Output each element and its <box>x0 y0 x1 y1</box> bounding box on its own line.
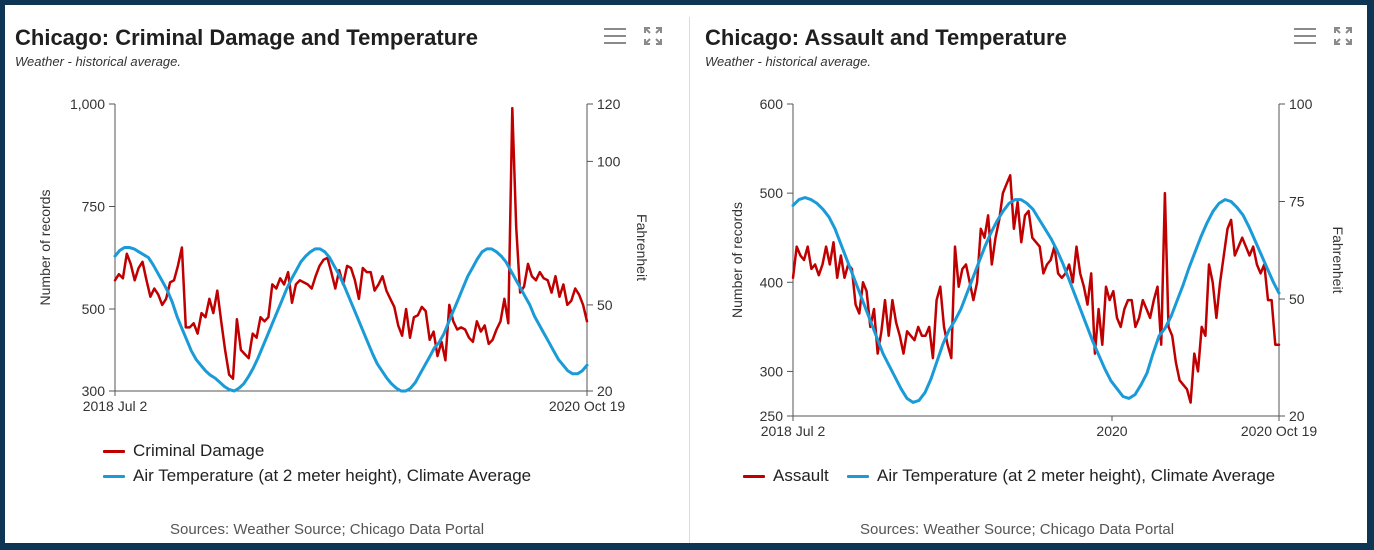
y-axis-title: Number of records <box>729 202 745 318</box>
legend-item-assault[interactable]: Assault <box>743 466 829 486</box>
legend-swatch-blue <box>847 475 869 479</box>
hamburger-menu-icon[interactable] <box>1294 27 1316 45</box>
x-tick-label: 2018 Jul 2 <box>761 423 826 439</box>
x-tick-label: 2020 <box>1096 423 1127 439</box>
criminal-damage-chart: 1,000 750 500 300 120 100 50 20 2018 Jul 2 2020 O… <box>37 96 650 414</box>
chart-subtitle: Weather - historical average. <box>15 54 181 69</box>
legend-label: Assault <box>773 466 829 485</box>
y-tick-label: 300 <box>82 383 106 399</box>
expand-arrows-icon <box>1334 27 1352 45</box>
y2-tick-label: 20 <box>597 383 613 399</box>
chart-title: Chicago: Assault and Temperature <box>705 25 1067 50</box>
y-tick-label: 1,000 <box>70 96 105 112</box>
y2-tick-label: 20 <box>1289 408 1305 424</box>
hamburger-menu-icon[interactable] <box>604 27 626 45</box>
expand-arrows-icon <box>644 27 662 45</box>
y2-tick-label: 100 <box>1289 96 1313 112</box>
y2-tick-label: 50 <box>597 297 613 313</box>
y-axis-title: Number of records <box>37 190 53 306</box>
y-tick-label: 600 <box>760 96 784 112</box>
fullscreen-expand-icon[interactable] <box>642 25 664 47</box>
legend-item-criminal-damage[interactable]: Criminal Damage <box>103 441 264 461</box>
x-tick-label: 2020 Oct 19 <box>1241 423 1317 439</box>
temperature-series-line <box>113 246 589 393</box>
legend-label: Air Temperature (at 2 meter height), Cli… <box>133 466 532 485</box>
legend-item-air-temperature[interactable]: Air Temperature (at 2 meter height), Cli… <box>847 466 1275 486</box>
y-tick-label: 250 <box>760 408 784 424</box>
crime-series-line <box>791 174 1281 404</box>
legend-label: Air Temperature (at 2 meter height), Cli… <box>877 466 1276 485</box>
panel-divider <box>689 17 690 543</box>
legend-swatch-blue <box>103 475 125 479</box>
legend-item-air-temperature[interactable]: Air Temperature (at 2 meter height), Cli… <box>103 466 531 486</box>
y2-tick-label: 50 <box>1289 291 1305 307</box>
y2-tick-label: 120 <box>597 96 621 112</box>
sources-credit: Sources: Weather Source; Chicago Data Po… <box>860 521 1175 538</box>
y-tick-label: 500 <box>82 301 106 317</box>
x-tick-label: 2020 Oct 19 <box>549 398 625 414</box>
fullscreen-expand-icon[interactable] <box>1332 25 1354 47</box>
sources-credit: Sources: Weather Source; Chicago Data Po… <box>170 521 485 538</box>
y2-axis-title: Fahrenheit <box>634 214 650 281</box>
legend-swatch-red <box>103 450 125 454</box>
assault-chart: 600 500 400 300 250 100 75 50 20 2018 Jul 2 2020 20… <box>729 96 1346 439</box>
legend-label: Criminal Damage <box>133 441 265 460</box>
chart-subtitle: Weather - historical average. <box>705 54 871 69</box>
y-tick-label: 300 <box>760 363 784 379</box>
criminal-damage-panel: Chicago: Criminal Damage and Temperature… <box>5 5 689 543</box>
dashboard-frame: Chicago: Criminal Damage and Temperature… <box>5 5 1367 543</box>
assault-panel: Chicago: Assault and Temperature Weather… <box>690 5 1367 543</box>
y-tick-label: 400 <box>760 274 784 290</box>
temperature-series-line <box>791 196 1281 404</box>
y2-tick-label: 75 <box>1289 194 1305 210</box>
x-tick-label: 2018 Jul 2 <box>83 398 148 414</box>
crime-series-line <box>113 106 589 380</box>
y2-tick-label: 100 <box>597 153 621 169</box>
chart-title: Chicago: Criminal Damage and Temperature <box>15 25 478 50</box>
y2-axis-title: Fahrenheit <box>1330 227 1346 294</box>
legend-swatch-red <box>743 475 765 479</box>
y-tick-label: 750 <box>82 199 106 215</box>
y-tick-label: 500 <box>760 185 784 201</box>
